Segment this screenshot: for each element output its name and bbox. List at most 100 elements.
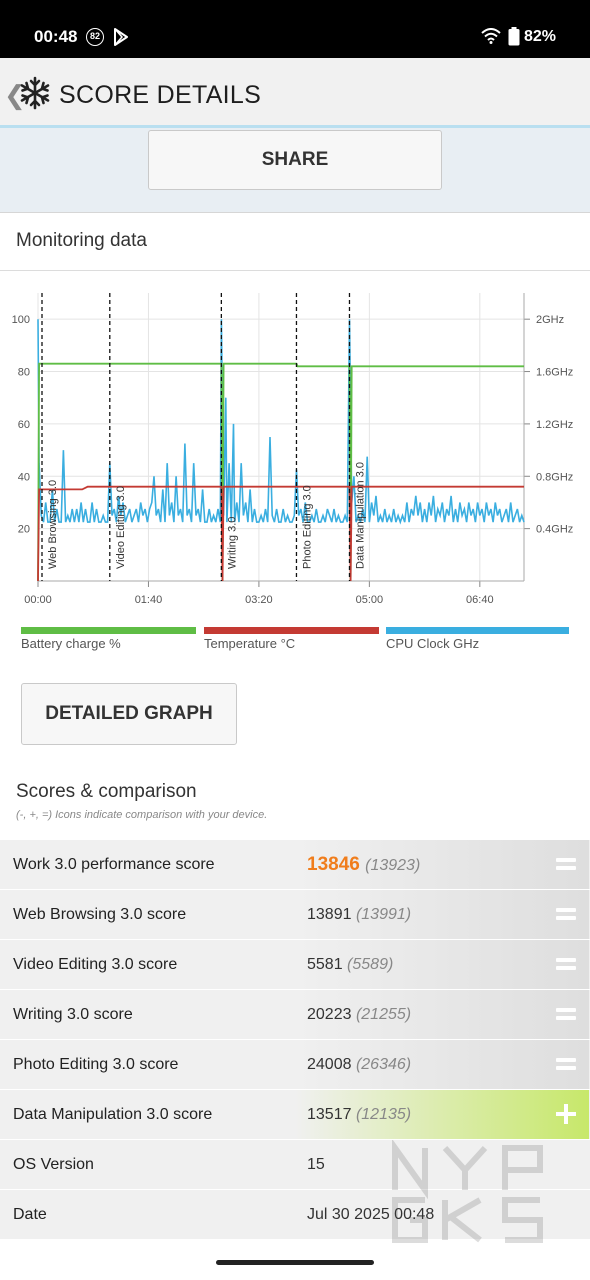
x-tick-label: 00:00 bbox=[24, 594, 52, 606]
legend-cpu-swatch bbox=[386, 627, 569, 634]
scores-title: Scores & comparison bbox=[16, 781, 197, 802]
equal-icon bbox=[556, 854, 576, 874]
score-label: Web Browsing 3.0 score bbox=[13, 906, 187, 923]
notification-badge: 82 bbox=[86, 28, 104, 46]
score-label: Work 3.0 performance score bbox=[13, 856, 215, 873]
score-value: 13517 (12135) bbox=[307, 1106, 411, 1124]
section-label: Web Browsing 3.0 bbox=[47, 480, 59, 569]
app-header: ❮ SCORE DETAILS bbox=[0, 58, 590, 128]
score-value-cell: 24008 (26346) bbox=[295, 1040, 589, 1089]
back-chevron-icon[interactable]: ❮ bbox=[4, 80, 26, 110]
score-label: Video Editing 3.0 score bbox=[13, 956, 178, 973]
y-tick-label: 60 bbox=[18, 419, 30, 431]
status-time: 00:48 bbox=[34, 27, 78, 46]
scores-hint: (-, +, =) Icons indicate comparison with… bbox=[16, 809, 268, 821]
section-label: Data Manipulation 3.0 bbox=[354, 462, 366, 569]
legend-cpu-label: CPU Clock GHz bbox=[386, 636, 480, 651]
monitoring-card: Monitoring data 20 40 60 80 100 0.4GHz 0.8GHz 1… bbox=[0, 212, 590, 1248]
status-bar: 00:48 82 82% bbox=[0, 0, 590, 58]
score-compare: (21255) bbox=[355, 1006, 412, 1023]
score-number: 13846 bbox=[307, 854, 360, 875]
watermark-logo bbox=[392, 1140, 543, 1243]
y-tick-label: 100 bbox=[12, 314, 30, 326]
score-row[interactable]: Writing 3.0 score 20223 (21255) bbox=[0, 989, 590, 1039]
score-value-cell: 20223 (21255) bbox=[295, 990, 589, 1039]
x-tick-label: 01:40 bbox=[135, 594, 163, 606]
legend-temperature-label: Temperature °C bbox=[204, 636, 296, 651]
score-value: 5581 (5589) bbox=[307, 956, 393, 974]
home-indicator[interactable] bbox=[216, 1260, 374, 1265]
score-label: Date bbox=[13, 1206, 47, 1223]
score-label: Photo Editing 3.0 score bbox=[13, 1056, 179, 1073]
monitoring-chart: 20 40 60 80 100 0.4GHz 0.8GHz 1.2GHz 1.6GHz 2GHz 0… bbox=[12, 293, 573, 606]
score-row[interactable]: Video Editing 3.0 score 5581 (5589) bbox=[0, 939, 590, 989]
equal-icon bbox=[556, 1054, 576, 1074]
section-label: Video Editing 3.0 bbox=[115, 486, 127, 569]
y2-tick-label: 2GHz bbox=[536, 314, 564, 326]
score-compare: (12135) bbox=[355, 1106, 412, 1123]
score-value-cell: 5581 (5589) bbox=[295, 940, 589, 989]
equal-icon bbox=[556, 1004, 576, 1024]
score-value: 15 bbox=[307, 1156, 325, 1174]
score-label: OS Version bbox=[13, 1156, 94, 1173]
score-label: Writing 3.0 score bbox=[13, 1006, 133, 1023]
score-row[interactable]: Date Jul 30 2025 00:48 bbox=[0, 1189, 590, 1239]
score-number: 13891 bbox=[307, 906, 352, 923]
score-number: 13517 bbox=[307, 1106, 352, 1123]
score-value: 24008 (26346) bbox=[307, 1056, 411, 1074]
plus-icon bbox=[556, 1104, 576, 1124]
y2-tick-label: 1.2GHz bbox=[536, 419, 573, 431]
equal-icon bbox=[556, 954, 576, 974]
x-tick-label: 05:00 bbox=[356, 594, 384, 606]
battery-icon bbox=[508, 27, 520, 46]
page-title: SCORE DETAILS bbox=[59, 81, 262, 109]
legend-battery-label: Battery charge % bbox=[21, 636, 121, 651]
score-value-cell: 13891 (13991) bbox=[295, 890, 589, 939]
score-compare: (5589) bbox=[347, 956, 394, 973]
legend-temperature-swatch bbox=[204, 627, 379, 634]
equal-icon bbox=[556, 904, 576, 924]
score-row[interactable]: Photo Editing 3.0 score 24008 (26346) bbox=[0, 1039, 590, 1089]
battery-percent: 82% bbox=[524, 28, 557, 45]
share-button[interactable]: SHARE bbox=[148, 130, 442, 190]
section-label: Photo Editing 3.0 bbox=[301, 485, 313, 569]
score-value-cell: 13846 (13923) bbox=[295, 840, 589, 889]
score-value-cell: Jul 30 2025 00:48 bbox=[295, 1190, 589, 1239]
score-row[interactable]: Data Manipulation 3.0 score 13517 (12135) bbox=[0, 1089, 590, 1139]
score-compare: (13991) bbox=[355, 906, 412, 923]
score-number: 20223 bbox=[307, 1006, 352, 1023]
score-row[interactable]: Web Browsing 3.0 score 13891 (13991) bbox=[0, 889, 590, 939]
score-label: Data Manipulation 3.0 score bbox=[13, 1106, 213, 1123]
score-value-cell: 13517 (12135) bbox=[295, 1090, 589, 1139]
score-value: Jul 30 2025 00:48 bbox=[307, 1206, 434, 1224]
snowflake-logo-icon bbox=[20, 76, 50, 110]
y2-tick-label: 0.4GHz bbox=[536, 524, 573, 536]
y-tick-label: 40 bbox=[18, 471, 30, 483]
x-tick-label: 03:20 bbox=[245, 594, 273, 606]
score-compare: (13923) bbox=[365, 857, 421, 874]
score-row[interactable]: OS Version 15 bbox=[0, 1139, 590, 1189]
cpu-series-line bbox=[37, 319, 525, 525]
score-number: 5581 bbox=[307, 956, 343, 973]
score-compare: (26346) bbox=[355, 1056, 412, 1073]
divider bbox=[0, 270, 590, 271]
score-number: Jul 30 2025 00:48 bbox=[307, 1206, 435, 1223]
score-row[interactable]: Work 3.0 performance score 13846 (13923) bbox=[0, 839, 590, 889]
score-value: 13891 (13991) bbox=[307, 906, 411, 924]
y-tick-label: 80 bbox=[18, 367, 30, 379]
x-tick-label: 06:40 bbox=[466, 594, 494, 606]
score-number: 24008 bbox=[307, 1056, 352, 1073]
section-label: Writing 3.0 bbox=[226, 517, 238, 569]
y2-tick-label: 1.6GHz bbox=[536, 367, 573, 379]
detailed-graph-button[interactable]: DETAILED GRAPH bbox=[21, 683, 237, 745]
score-value-cell: 15 bbox=[295, 1140, 589, 1189]
temperature-series-line bbox=[37, 485, 524, 582]
score-value: 13846 (13923) bbox=[307, 854, 420, 876]
score-value: 20223 (21255) bbox=[307, 1006, 411, 1024]
y2-tick-label: 0.8GHz bbox=[536, 471, 573, 483]
play-store-icon bbox=[114, 28, 128, 46]
y-tick-label: 20 bbox=[18, 524, 30, 536]
score-number: 15 bbox=[307, 1156, 325, 1173]
monitoring-title: Monitoring data bbox=[16, 230, 147, 251]
legend-battery-swatch bbox=[21, 627, 196, 634]
